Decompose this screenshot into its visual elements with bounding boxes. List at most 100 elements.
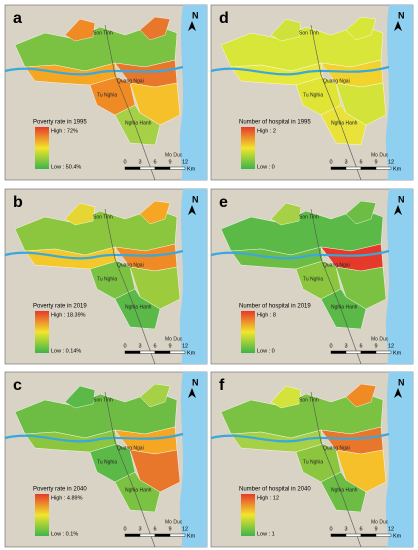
scale-tick: 12 [182,343,188,349]
north-label: N [192,194,199,204]
district [139,200,171,225]
scale-tick: 12 [388,159,394,165]
place-label: Nghia Hanh [125,304,152,310]
place-label: Son Tinh [93,30,113,36]
scale-tick: 9 [374,343,377,349]
map-panel: b N Son Tinh Quang Ngai Tu Nghia Nghia Hanh Mo… [4,188,208,365]
scale-tick: 3 [138,526,141,532]
scale-segment [375,166,392,170]
place-label: Son Tinh [93,397,113,403]
map-panel: d N Son Tinh Quang Ngai Tu Nghia Nghia Hanh Mo… [210,4,414,181]
district [114,104,161,146]
north-arrow [394,388,402,398]
scale-tick: 9 [168,159,171,165]
river [210,249,390,260]
place-label: Quang Ngai [117,262,144,268]
place-label: Tu Nghia [303,92,323,98]
scale-segment [124,533,141,537]
scale-tick: 0 [329,343,332,349]
place-label: Son Tinh [93,214,113,220]
scale-segment [330,166,347,170]
place-label: Nghia Hanh [125,120,152,126]
place-label: Tu Nghia [303,276,323,282]
place-label: Son Tinh [299,30,319,36]
district [345,16,377,41]
scale-segment [345,350,362,354]
district [320,471,367,513]
legend-title: Number of hospital in 1995 [239,120,311,126]
district [320,288,367,330]
scale-tick: 0 [123,159,126,165]
place-label: Tu Nghia [97,92,117,98]
place-label: Nghia Hanh [331,120,358,126]
panel-letter: e [219,194,228,211]
place-label: Mo Duc [165,152,183,158]
legend-low: Low : 0 [257,348,275,354]
place-label: Nghia Hanh [331,487,358,493]
river [4,432,184,443]
place-label: Mo Duc [371,336,389,342]
legend-high: High : 18.39% [51,312,86,318]
scale-segment [345,166,362,170]
scale-segment [139,533,156,537]
legend-ramp [35,311,49,353]
scale-segment [139,350,156,354]
scale-tick: 9 [168,343,171,349]
place-label: Nghia Hanh [331,304,358,310]
scale-segment [345,533,362,537]
panel-letter: c [13,377,22,394]
scale-tick: 0 [329,526,332,532]
north-arrow [394,205,402,215]
scale-tick: 3 [344,526,347,532]
scale-tick: 12 [388,343,394,349]
district [270,202,302,226]
scale-tick: 9 [374,526,377,532]
legend-low: Low : 0.1% [51,531,78,537]
road [310,391,362,548]
scale-tick: 3 [138,343,141,349]
legend-high: High : 8 [257,312,276,318]
district [345,200,377,225]
place-label: Son Tinh [299,397,319,403]
scale-segment [375,350,392,354]
place-label: Quang Ngai [117,78,144,84]
district [114,288,161,330]
scale-segment [360,350,377,354]
place-label: Quang Ngai [323,78,350,84]
north-arrow [394,21,402,31]
sea [179,5,207,180]
north-label: N [398,10,405,20]
scale-segment [154,350,171,354]
river [210,65,390,76]
river [4,65,184,76]
legend-title: Poverty rate in 2019 [33,304,87,310]
legend-title: Poverty rate in 2040 [33,487,87,493]
district [345,383,377,408]
north-label: N [398,377,405,387]
place-label: Tu Nghia [97,459,117,465]
sea [385,372,413,547]
district [64,18,96,42]
scale-unit: Km [187,166,196,172]
scale-unit: Km [393,166,402,172]
map-panel: e N Son Tinh Quang Ngai Tu Nghia Nghia Hanh Mo… [210,188,414,365]
scale-segment [124,166,141,170]
legend-title: Poverty rate in 1995 [33,120,87,126]
legend-high: High : 4.89% [51,495,83,501]
scale-tick: 9 [168,526,171,532]
panel-letter: a [13,10,22,27]
legend-high: High : 72% [51,128,78,134]
place-label: Tu Nghia [303,459,323,465]
legend-low: Low : 1 [257,531,275,537]
scale-tick: 3 [138,159,141,165]
map-panel: c N Son Tinh Quang Ngai Tu Nghia Nghia Hanh Mo… [4,371,208,548]
scale-segment [124,350,141,354]
sea [179,372,207,547]
road [310,208,362,365]
place-label: Quang Ngai [323,445,350,451]
place-label: Mo Duc [371,152,389,158]
scale-segment [154,533,171,537]
map-panel: a N Son Tinh Quang Ngai Tu Nghia Nghia Hanh Mo… [4,4,208,181]
north-arrow [188,388,196,398]
